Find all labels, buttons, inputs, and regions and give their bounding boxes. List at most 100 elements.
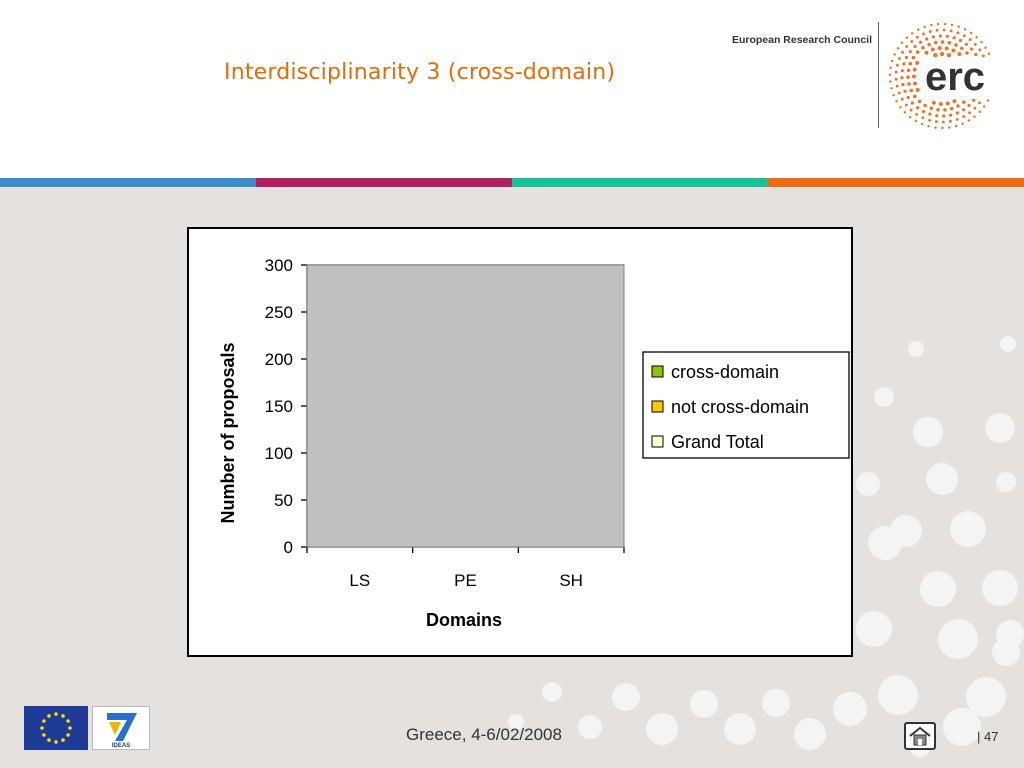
logo-dot xyxy=(924,50,929,55)
logo-dot xyxy=(927,125,930,128)
logo-dot xyxy=(930,23,933,27)
logo-dot xyxy=(897,91,901,95)
legend-swatch xyxy=(651,365,664,378)
logo-dot xyxy=(934,120,938,124)
logo-dot xyxy=(922,32,925,36)
eu-star xyxy=(42,719,46,723)
background-dot xyxy=(996,472,1016,492)
x-tick-labels: LS PE SH xyxy=(349,571,583,590)
color-stripe xyxy=(0,178,1024,187)
y-tick-label: 250 xyxy=(265,303,293,322)
logo-dot xyxy=(978,48,982,52)
logo-dot xyxy=(910,32,914,35)
plot-background xyxy=(306,264,625,548)
logo-dot xyxy=(915,61,920,65)
logo-dot xyxy=(952,99,957,104)
logo-dot xyxy=(903,89,907,93)
eu-star xyxy=(66,719,70,723)
y-tick-label: 0 xyxy=(284,538,293,557)
logo-dot xyxy=(915,35,919,39)
background-dot xyxy=(856,472,880,496)
logo-dot xyxy=(893,53,896,56)
background-dot xyxy=(612,683,640,711)
eu-star xyxy=(47,738,51,742)
background-dot xyxy=(878,675,918,715)
fp7-label: IDEAS xyxy=(112,743,130,749)
logo-dot xyxy=(943,22,947,26)
legend: cross-domain not cross-domain Grand Total xyxy=(642,351,850,459)
slide-header: Interdisciplinarity 3 (cross-domain) Eur… xyxy=(0,0,1024,178)
logo-dot xyxy=(908,50,912,54)
legend-label: not cross-domain xyxy=(671,397,809,417)
logo-dot xyxy=(911,55,916,60)
background-dot xyxy=(868,526,902,560)
logo-divider xyxy=(878,22,879,128)
logo-dot xyxy=(895,63,899,67)
logo-dot xyxy=(967,103,971,108)
logo-dot xyxy=(945,101,950,106)
background-dot xyxy=(762,689,790,717)
legend-label: cross-domain xyxy=(671,362,779,382)
logo-dot xyxy=(961,122,964,125)
logo-dot xyxy=(969,47,974,51)
logo-dot xyxy=(935,114,939,118)
eu-star xyxy=(42,733,46,737)
erc-logo-dots xyxy=(888,22,991,130)
background-dot xyxy=(508,714,524,730)
logo-dot xyxy=(980,40,983,44)
x-tick-label: SH xyxy=(559,571,583,590)
footer-date: Greece, 4-6/02/2008 xyxy=(406,725,562,744)
logo-dot xyxy=(921,109,926,114)
logo-dot xyxy=(925,37,929,41)
logo-dot xyxy=(907,82,911,86)
logo-dot xyxy=(921,116,925,120)
logo-dot xyxy=(962,115,966,119)
logo-dot xyxy=(913,94,917,99)
page-number: | 47 xyxy=(977,729,999,744)
logo-dot xyxy=(951,48,956,53)
logo-dot xyxy=(943,108,947,112)
logo-dot xyxy=(967,119,971,122)
background-dot xyxy=(856,611,892,647)
logo-dot xyxy=(935,28,939,32)
background-dot xyxy=(982,570,1018,606)
background-dot xyxy=(950,511,986,547)
background-dot xyxy=(578,715,602,739)
logo-dot xyxy=(934,126,937,129)
logo-dot xyxy=(916,28,920,32)
logo-dot xyxy=(936,108,940,112)
logo-dot xyxy=(948,119,952,123)
logo-dot xyxy=(904,55,909,60)
stripe-segment-1 xyxy=(0,178,256,187)
logo-dot xyxy=(973,106,977,110)
logo-dot xyxy=(927,42,931,47)
logo-dot xyxy=(981,54,985,58)
logo-dot xyxy=(941,126,944,130)
background-dot-pattern xyxy=(508,336,1024,757)
home-button[interactable] xyxy=(904,722,936,750)
logo-dot xyxy=(912,74,916,79)
legend-label: Grand Total xyxy=(671,432,764,452)
y-tick-label: 300 xyxy=(265,256,293,275)
logo-dot xyxy=(960,46,964,51)
logo-dot xyxy=(956,31,960,35)
x-tick-label: PE xyxy=(454,571,477,590)
logo-dot xyxy=(904,103,908,107)
background-dot xyxy=(1000,336,1016,352)
logo-dot xyxy=(920,122,924,126)
eu-star xyxy=(66,733,70,737)
eu-star xyxy=(68,726,72,730)
logo-dot xyxy=(905,45,909,48)
logo-dot xyxy=(890,87,893,90)
logo-dot xyxy=(973,115,976,118)
y-axis-title: Number of proposals xyxy=(218,342,238,523)
logo-dot xyxy=(890,59,894,63)
logo-dot xyxy=(915,88,920,92)
stripe-segment-2 xyxy=(256,178,512,187)
eu-star xyxy=(54,740,58,744)
logo-dot xyxy=(912,67,917,72)
fp7-seven-icon: IDEAS xyxy=(107,713,137,749)
logo-dot xyxy=(910,39,914,43)
logo-dot xyxy=(896,47,900,50)
logo-dot xyxy=(938,34,942,38)
